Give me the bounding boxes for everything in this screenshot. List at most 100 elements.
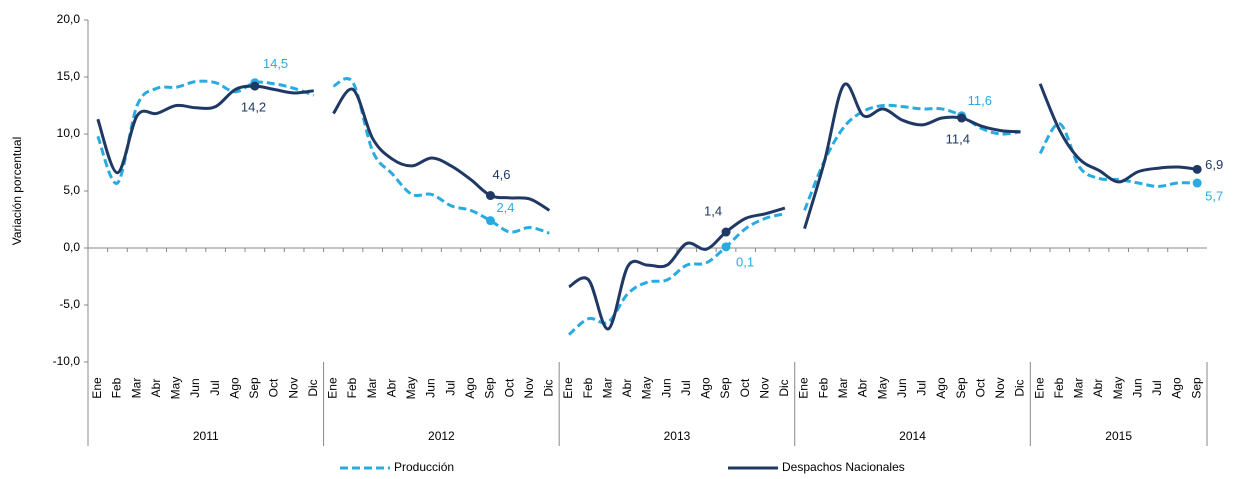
x-tick-label: Feb xyxy=(1052,377,1066,398)
x-tick-label: Dic xyxy=(1013,379,1027,396)
x-tick-label: May xyxy=(169,377,183,400)
x-tick-label: Jun xyxy=(659,378,673,397)
x-tick-label: Mar xyxy=(1072,378,1086,399)
x-tick-label: Mar xyxy=(600,378,614,399)
point xyxy=(485,191,495,201)
group-label: 2011 xyxy=(193,429,219,443)
x-tick-label: Dic xyxy=(306,379,320,396)
x-tick-label: May xyxy=(875,377,889,400)
line xyxy=(803,103,1021,211)
x-tick-label: Jun xyxy=(188,378,202,397)
x-tick-label: Abr xyxy=(856,379,870,398)
line xyxy=(332,77,550,235)
line xyxy=(567,212,786,336)
x-tick-label: Sep xyxy=(954,377,968,399)
y-tick-label: 10,0 xyxy=(57,126,81,140)
y-tick-label: 5,0 xyxy=(63,183,80,197)
x-tick-label: Sep xyxy=(247,377,261,399)
line xyxy=(568,206,786,331)
point xyxy=(1192,164,1202,174)
point xyxy=(721,227,731,237)
point xyxy=(485,216,495,226)
x-tick-label: Jul xyxy=(1150,380,1164,395)
data-label: 11,6 xyxy=(968,93,992,108)
y-tick-label: -5,0 xyxy=(59,297,80,311)
legend-label: Producción xyxy=(394,460,454,474)
group-label: 2012 xyxy=(428,429,455,443)
x-tick-label: May xyxy=(1111,377,1125,400)
x-tick-label: Oct xyxy=(502,378,516,397)
x-tick-label: Ene xyxy=(90,377,104,399)
x-tick-label: Ago xyxy=(699,377,713,399)
x-tick-label: Feb xyxy=(345,377,359,398)
legend-label: Despachos Nacionales xyxy=(782,460,905,474)
y-tick-label: -10,0 xyxy=(53,354,81,368)
group-label: 2015 xyxy=(1105,429,1132,443)
line xyxy=(1038,122,1198,188)
x-tick-label: Ago xyxy=(227,377,241,399)
y-axis-label: Variación porcentual xyxy=(10,137,24,246)
line xyxy=(1038,83,1198,184)
x-tick-label: Ene xyxy=(561,377,575,399)
x-tick-label: Ene xyxy=(1032,377,1046,399)
x-tick-label: Nov xyxy=(522,377,536,398)
line xyxy=(96,79,315,185)
x-tick-label: Abr xyxy=(620,379,634,398)
data-label: 11,4 xyxy=(946,131,970,146)
x-tick-label: Ago xyxy=(463,377,477,399)
data-label: 2,4 xyxy=(496,200,514,215)
line xyxy=(96,84,314,175)
x-tick-label: May xyxy=(404,377,418,400)
x-tick-label: May xyxy=(640,377,654,400)
x-tick-label: Sep xyxy=(483,377,497,399)
x-tick-label: Abr xyxy=(384,379,398,398)
data-label: 4,6 xyxy=(492,167,510,182)
x-tick-label: Ene xyxy=(326,377,340,399)
x-tick-label: Jul xyxy=(915,380,929,395)
x-tick-label: Jun xyxy=(424,378,438,397)
point xyxy=(1192,178,1202,188)
x-tick-label: Nov xyxy=(757,377,771,398)
x-tick-label: Jul xyxy=(679,380,693,395)
group-label: 2013 xyxy=(664,429,691,443)
x-tick-label: Nov xyxy=(286,377,300,398)
point xyxy=(957,113,967,123)
data-label: 14,2 xyxy=(241,100,266,115)
point xyxy=(250,81,260,91)
x-tick-label: Nov xyxy=(993,377,1007,398)
x-tick-label: Abr xyxy=(149,379,163,398)
x-tick-label: Abr xyxy=(1091,379,1105,398)
data-label: 0,1 xyxy=(736,254,754,269)
x-tick-label: Oct xyxy=(267,378,281,397)
data-label: 5,7 xyxy=(1205,188,1223,203)
x-tick-label: Dic xyxy=(542,379,556,396)
x-tick-label: Mar xyxy=(129,378,143,399)
data-label: 1,4 xyxy=(704,203,722,218)
x-tick-label: Oct xyxy=(738,378,752,397)
y-tick-label: 0,0 xyxy=(63,240,80,254)
x-tick-label: Ene xyxy=(797,377,811,399)
x-tick-label: Jun xyxy=(1130,378,1144,397)
x-tick-label: Oct xyxy=(973,378,987,397)
x-tick-label: Feb xyxy=(110,377,124,398)
x-tick-label: Ago xyxy=(1170,377,1184,399)
x-tick-label: Jul xyxy=(208,380,222,395)
x-tick-label: Mar xyxy=(365,378,379,399)
data-label: 6,9 xyxy=(1205,157,1223,172)
x-tick-label: Jul xyxy=(443,380,457,395)
line xyxy=(332,87,551,212)
point xyxy=(721,242,731,252)
x-tick-label: Mar xyxy=(836,378,850,399)
x-tick-label: Feb xyxy=(816,377,830,398)
x-tick-label: Dic xyxy=(777,379,791,396)
x-tick-label: Sep xyxy=(1189,377,1203,399)
y-tick-label: 15,0 xyxy=(57,69,81,83)
group-label: 2014 xyxy=(899,429,926,443)
x-tick-label: Feb xyxy=(581,377,595,398)
y-tick-label: 20,0 xyxy=(57,12,81,26)
line xyxy=(803,82,1021,230)
x-tick-label: Jun xyxy=(895,378,909,397)
data-label: 14,5 xyxy=(263,56,288,71)
x-tick-label: Sep xyxy=(718,377,732,399)
